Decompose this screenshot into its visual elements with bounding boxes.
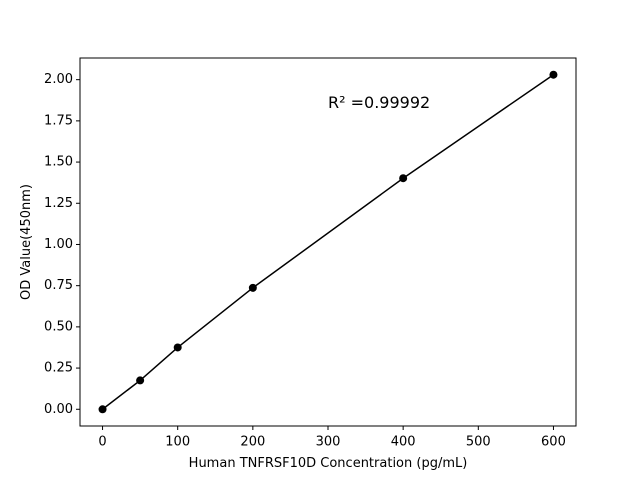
- data-line: [102, 74, 554, 410]
- x-tick-label: 0: [98, 435, 106, 450]
- data-point: [549, 70, 558, 79]
- y-axis-label: OD Value(450nm): [19, 184, 34, 300]
- y-tick-label: 1.75: [44, 113, 73, 128]
- x-tick-label: 300: [316, 435, 341, 450]
- x-axis-label: Human TNFRSF10D Concentration (pg/mL): [189, 456, 468, 471]
- x-tick-label: 200: [240, 435, 265, 450]
- y-tick-label: 1.25: [44, 196, 73, 211]
- y-tick-label: 2.00: [44, 72, 73, 87]
- axes-frame: [79, 57, 577, 427]
- annotation: R² =0.99992: [328, 93, 430, 112]
- data-point: [98, 405, 107, 414]
- x-tick-label: 500: [466, 435, 491, 450]
- y-tick-label: 0.25: [44, 361, 73, 376]
- y-tick-label: 0.75: [44, 278, 73, 293]
- data-point: [136, 376, 145, 385]
- data-point: [173, 343, 182, 352]
- x-tick-label: 400: [391, 435, 416, 450]
- data-point: [248, 283, 257, 292]
- data-point: [399, 174, 408, 183]
- y-tick-label: 1.00: [44, 237, 73, 252]
- y-tick-label: 0.50: [44, 319, 73, 334]
- y-tick-label: 0.00: [44, 402, 73, 417]
- x-tick-label: 100: [165, 435, 190, 450]
- y-tick-label: 1.50: [44, 155, 73, 170]
- x-tick-label: 600: [541, 435, 566, 450]
